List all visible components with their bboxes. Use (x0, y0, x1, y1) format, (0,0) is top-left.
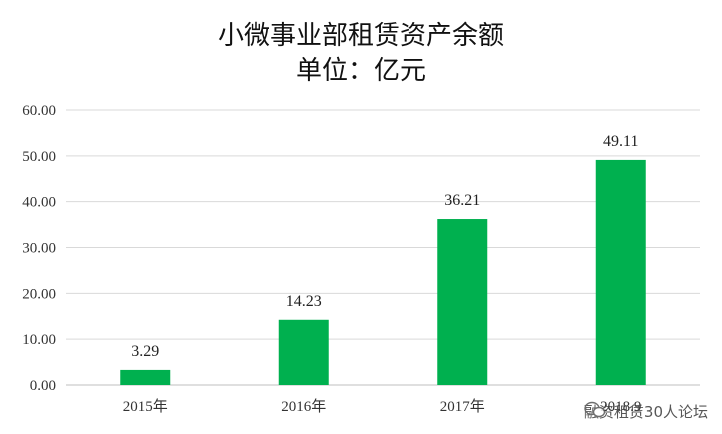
y-tick-label: 0.00 (30, 378, 56, 394)
watermark-text: 融资租赁30人论坛 (583, 403, 708, 421)
bar (120, 369, 171, 385)
y-tick-label: 30.00 (22, 241, 56, 257)
bar (278, 319, 329, 385)
wechat-icon (584, 401, 606, 418)
data-label: 49.11 (603, 133, 638, 150)
watermark: 融资租赁30人论坛 (584, 401, 708, 422)
y-tick-label: 40.00 (22, 195, 56, 211)
x-tick-label: 2018.9 (600, 399, 641, 415)
bar (437, 219, 488, 385)
y-tick-label: 20.00 (22, 286, 56, 302)
x-tick-label: 2016年 (281, 398, 326, 415)
data-label: 14.23 (286, 293, 322, 310)
x-tick-label: 2015年 (123, 398, 168, 415)
chart-title: 小微事业部租赁资产余额 (217, 21, 504, 51)
y-tick-label: 10.00 (22, 332, 56, 348)
data-label: 3.29 (131, 343, 159, 360)
bar (595, 159, 646, 385)
chart-subtitle: 单位：亿元 (295, 56, 426, 86)
x-tick-label: 2017年 (440, 398, 485, 415)
y-tick-label: 50.00 (22, 149, 56, 165)
data-label: 36.21 (444, 192, 480, 209)
y-tick-label: 60.00 (22, 103, 56, 119)
